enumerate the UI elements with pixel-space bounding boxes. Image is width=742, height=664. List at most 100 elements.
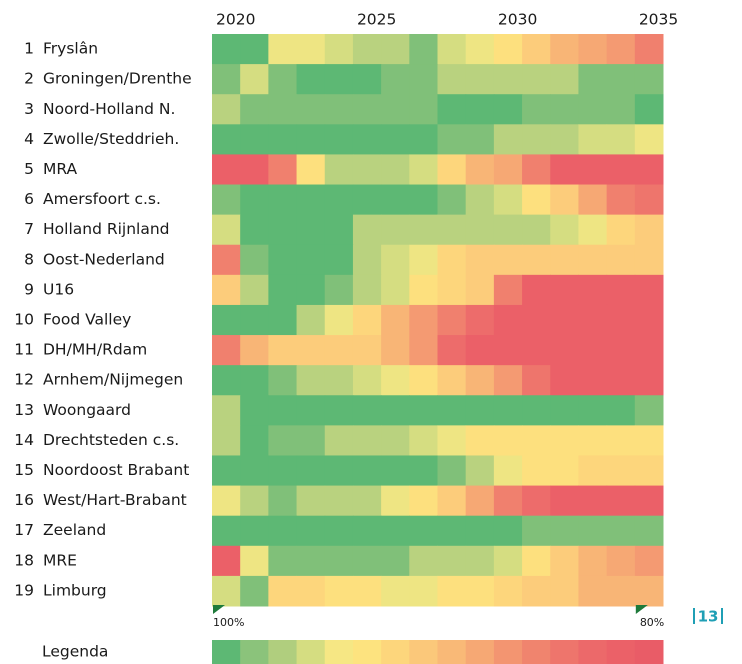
heat-cell xyxy=(324,214,354,246)
heat-cell xyxy=(409,425,438,456)
heat-cell xyxy=(296,365,326,396)
row-number: 3 xyxy=(24,100,34,118)
heat-cell xyxy=(550,515,579,547)
heat-cell xyxy=(522,425,551,456)
heat-cell xyxy=(465,64,495,95)
heat-cell xyxy=(268,425,298,456)
heat-cell xyxy=(381,274,410,306)
heat-cell xyxy=(352,335,382,366)
heat-cell xyxy=(381,515,410,547)
heat-cell xyxy=(324,124,354,155)
heat-cell xyxy=(240,34,269,65)
heat-cell xyxy=(578,244,608,276)
heat-cell xyxy=(352,545,382,577)
heat-cell xyxy=(352,244,382,276)
heat-cell xyxy=(634,34,664,65)
heat-cell xyxy=(493,515,523,547)
heat-cell xyxy=(240,335,269,366)
heat-cell xyxy=(409,184,438,216)
heat-cell xyxy=(212,304,241,336)
row-number: 13 xyxy=(14,401,34,419)
heat-cell xyxy=(240,94,269,125)
heat-cell xyxy=(352,365,382,396)
heat-cell xyxy=(465,485,495,517)
heat-cell xyxy=(352,485,382,517)
heat-cell xyxy=(634,304,664,336)
heat-cell xyxy=(578,545,608,577)
heat-cell xyxy=(268,395,298,426)
heat-cell xyxy=(381,575,410,607)
row-label: U16 xyxy=(43,280,74,298)
heat-cell xyxy=(437,304,467,336)
row-number: 2 xyxy=(24,70,34,88)
heat-cell xyxy=(550,244,579,276)
row-number: 15 xyxy=(14,461,34,479)
legend-swatch xyxy=(240,640,269,664)
heat-cell xyxy=(465,575,495,607)
heat-cell xyxy=(437,365,467,396)
heat-cell xyxy=(522,124,551,155)
row-number: 17 xyxy=(14,521,34,539)
row-label: Food Valley xyxy=(43,311,131,329)
heat-cell xyxy=(296,515,326,547)
heat-cell xyxy=(522,304,551,336)
row-number: 5 xyxy=(24,160,34,178)
heat-cell xyxy=(324,575,354,607)
heat-cell xyxy=(409,455,438,487)
heat-cell xyxy=(606,184,636,216)
heat-cell xyxy=(240,455,269,487)
legend-title: Legenda xyxy=(42,643,108,661)
heat-cell xyxy=(381,545,410,577)
heat-cell xyxy=(522,395,551,426)
legend-swatch xyxy=(522,640,551,664)
heat-cell xyxy=(465,34,495,65)
heat-cell xyxy=(578,395,608,426)
heat-cell xyxy=(381,34,410,65)
heat-cell xyxy=(352,395,382,426)
row-label: Noordoost Brabant xyxy=(43,461,189,479)
heat-cell xyxy=(522,34,551,65)
heat-cell xyxy=(634,64,664,95)
heat-cell xyxy=(409,34,438,65)
heat-cell xyxy=(465,395,495,426)
heat-cell xyxy=(578,274,608,306)
heat-cell xyxy=(578,184,608,216)
heat-cell xyxy=(634,515,664,547)
heat-cell xyxy=(352,214,382,246)
heat-cell xyxy=(493,395,523,426)
heat-cell xyxy=(606,425,636,456)
heat-cell xyxy=(493,124,523,155)
heat-cell xyxy=(240,545,269,577)
heat-cell xyxy=(465,455,495,487)
heat-cell xyxy=(437,485,467,517)
row-number: 4 xyxy=(24,130,34,148)
heat-cell xyxy=(409,124,438,155)
heat-cell xyxy=(550,485,579,517)
heat-cell xyxy=(493,184,523,216)
heat-cell xyxy=(352,304,382,336)
heat-cell xyxy=(493,304,523,336)
legend-swatch xyxy=(324,640,354,664)
heat-cell xyxy=(296,335,326,366)
heat-cell xyxy=(493,94,523,125)
row-label: West/Hart-Brabant xyxy=(43,491,187,509)
legend-tick-label: 100% xyxy=(213,616,244,629)
heat-cell xyxy=(212,124,241,155)
heat-cell xyxy=(634,575,664,607)
row-label: Holland Rijnland xyxy=(43,220,170,238)
heat-cell xyxy=(352,455,382,487)
heat-cell xyxy=(240,425,269,456)
heat-cell xyxy=(381,395,410,426)
legend-swatch xyxy=(493,640,523,664)
heat-cell xyxy=(465,365,495,396)
legend-swatch xyxy=(268,640,298,664)
heat-cell xyxy=(606,274,636,306)
heat-cell xyxy=(268,274,298,306)
heat-cell xyxy=(409,94,438,125)
heat-cell xyxy=(606,485,636,517)
heat-cell xyxy=(296,485,326,517)
heat-cell xyxy=(381,425,410,456)
heat-cell xyxy=(606,244,636,276)
heat-cell xyxy=(437,64,467,95)
